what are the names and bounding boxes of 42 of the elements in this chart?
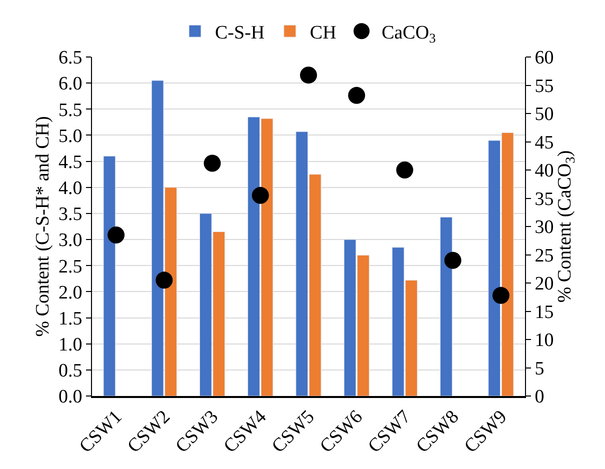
point <box>396 162 414 178</box>
y-tick-label: 3.5 <box>58 204 82 226</box>
point <box>204 154 221 172</box>
legend-label: CH <box>310 22 337 44</box>
point <box>156 272 173 289</box>
y-tick-label: 0.0 <box>58 386 82 408</box>
y-tick-label: 0.5 <box>58 360 82 382</box>
y-tick-label: 6.5 <box>58 48 82 69</box>
y2-tick-label: 5 <box>534 358 544 380</box>
y-tick-label: 1.0 <box>58 334 82 356</box>
y2-tick-label: 35 <box>534 188 554 210</box>
y2-tick-label: 15 <box>534 302 554 323</box>
point <box>252 186 269 204</box>
bar <box>440 216 452 396</box>
y2-tick-label: 40 <box>534 160 554 182</box>
y-tick-label: 5.0 <box>58 126 82 147</box>
y-tick-label: 6.0 <box>58 74 82 95</box>
y2-tick-label: 25 <box>534 245 554 266</box>
point <box>492 286 510 304</box>
y2-tick-label: 20 <box>534 274 554 295</box>
y-tick-label: 2.5 <box>58 256 82 278</box>
point <box>444 252 462 269</box>
point <box>108 226 125 244</box>
y2-tick-label: 45 <box>534 132 554 154</box>
legend-label: CaCO$_{3}$ <box>382 22 436 46</box>
y2-tick-label: 60 <box>534 48 554 69</box>
y2-tick-label: 55 <box>534 76 554 97</box>
point <box>348 86 366 104</box>
y-tick-label: 4.0 <box>58 178 82 200</box>
y2-tick-label: 30 <box>534 217 554 238</box>
y-tick-label: 3.0 <box>58 230 82 252</box>
y-axis-title: % Content (C-S-H* and CH) <box>32 116 54 337</box>
legend-label: C-S-H <box>215 22 265 44</box>
y2-tick-label: 10 <box>534 330 554 352</box>
bar <box>103 156 116 396</box>
y-tick-label: 4.5 <box>58 152 82 173</box>
y2-tick-label: 0 <box>534 386 544 408</box>
y-tick-label: 5.5 <box>58 100 82 121</box>
y-tick-label: 1.5 <box>58 308 82 330</box>
y2-tick-label: 50 <box>534 104 554 126</box>
point <box>300 66 317 84</box>
y-tick-label: 2.0 <box>58 282 82 304</box>
